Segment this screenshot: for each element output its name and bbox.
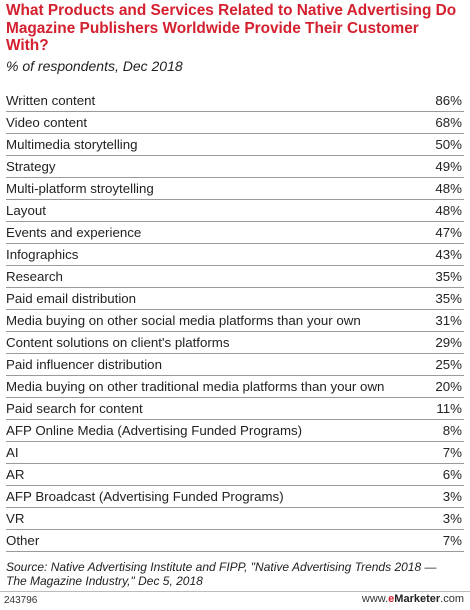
row-value: 31% xyxy=(435,313,462,328)
brand-prefix: www. xyxy=(361,593,389,605)
row-label: AR xyxy=(6,467,25,482)
row-label: AFP Online Media (Advertising Funded Pro… xyxy=(6,423,303,438)
chart-subtitle: % of respondents, Dec 2018 xyxy=(6,58,183,74)
table-row: Research 35% xyxy=(6,266,464,288)
row-value: 3% xyxy=(442,489,462,504)
brand-suffix: .com xyxy=(440,593,464,605)
row-label: Media buying on other social media platf… xyxy=(6,313,361,328)
source-note: Source: Native Advertising Institute and… xyxy=(6,560,437,588)
table-row: Media buying on other traditional media … xyxy=(6,376,464,398)
table-row: AR 6% xyxy=(6,464,464,486)
row-value: 25% xyxy=(435,357,462,372)
row-value: 11% xyxy=(436,401,462,416)
row-label: Events and experience xyxy=(6,225,142,240)
table-row: Other 7% xyxy=(6,530,464,552)
row-label: Paid email distribution xyxy=(6,291,137,306)
table-row: Paid email distribution 35% xyxy=(6,288,464,310)
brand-e: e xyxy=(388,593,395,605)
row-value: 43% xyxy=(435,247,462,262)
table-row: Paid influencer distribution 25% xyxy=(6,354,464,376)
table-row: Layout 48% xyxy=(6,200,464,222)
row-label: Layout xyxy=(6,203,46,218)
row-value: 20% xyxy=(435,379,462,394)
table-row: Strategy 49% xyxy=(6,156,464,178)
row-value: 47% xyxy=(435,225,462,240)
chart-id: 243796 xyxy=(4,595,38,606)
row-value: 6% xyxy=(442,467,462,482)
row-label: Strategy xyxy=(6,159,56,174)
row-value: 7% xyxy=(442,445,462,460)
row-value: 86% xyxy=(435,93,462,108)
row-label: AFP Broadcast (Advertising Funded Progra… xyxy=(6,489,284,504)
row-value: 29% xyxy=(435,335,462,350)
row-label: Paid influencer distribution xyxy=(6,357,162,372)
row-label: Video content xyxy=(6,115,88,130)
row-value: 50% xyxy=(435,137,462,152)
table-row: Multi-platform stroytelling 48% xyxy=(6,178,464,200)
row-label: Media buying on other traditional media … xyxy=(6,379,385,394)
table-row: Written content 86% xyxy=(6,90,464,112)
table-row: Content solutions on client's platforms 2… xyxy=(6,332,464,354)
row-label: VR xyxy=(6,511,25,526)
row-value: 48% xyxy=(435,203,462,218)
table-row: AI 7% xyxy=(6,442,464,464)
row-label: Infographics xyxy=(6,247,79,262)
row-value: 35% xyxy=(435,269,462,284)
brand-logo[interactable]: www.eMarketer.com xyxy=(362,593,464,605)
table-row: Media buying on other social media platf… xyxy=(6,310,464,332)
row-label: Research xyxy=(6,269,63,284)
row-value: 8% xyxy=(442,423,462,438)
table-row: VR 3% xyxy=(6,508,464,530)
footer-divider xyxy=(0,591,470,592)
table-row: Multimedia storytelling 50% xyxy=(6,134,464,156)
row-label: Written content xyxy=(6,93,96,108)
row-value: 48% xyxy=(435,181,462,196)
brand-name: Marketer xyxy=(394,593,441,605)
row-value: 49% xyxy=(435,159,462,174)
row-label: Other xyxy=(6,533,40,548)
row-value: 7% xyxy=(442,533,462,548)
table-row: Paid search for content 11% xyxy=(6,398,464,420)
table-row: Infographics 43% xyxy=(6,244,464,266)
row-label: Multi-platform stroytelling xyxy=(6,181,154,196)
row-value: 3% xyxy=(442,511,462,526)
row-label: Multimedia storytelling xyxy=(6,137,138,152)
row-value: 68% xyxy=(435,115,462,130)
row-value: 35% xyxy=(435,291,462,306)
row-label: AI xyxy=(6,445,19,460)
table-row: AFP Broadcast (Advertising Funded Progra… xyxy=(6,486,464,508)
row-label: Paid search for content xyxy=(6,401,143,416)
table-row: Video content 68% xyxy=(6,112,464,134)
data-table: Written content 86% Video content 68% Multim… xyxy=(6,90,464,552)
row-label: Content solutions on client's platforms xyxy=(6,335,230,350)
table-row: AFP Online Media (Advertising Funded Pro… xyxy=(6,420,464,442)
chart-title: What Products and Services Related to Na… xyxy=(6,2,457,54)
table-row: Events and experience 47% xyxy=(6,222,464,244)
